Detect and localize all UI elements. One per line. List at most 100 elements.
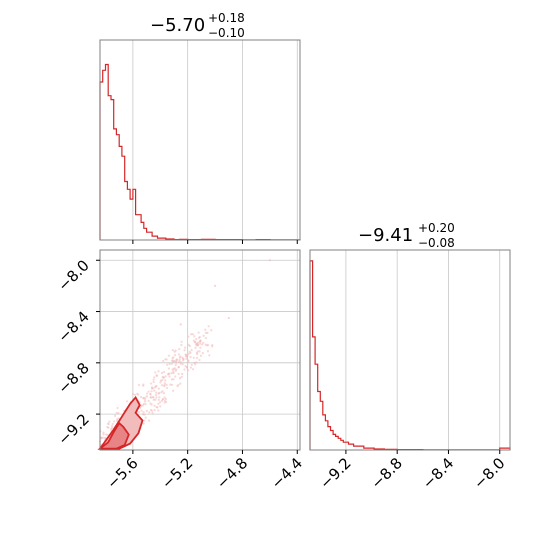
scatter-point — [170, 383, 174, 386]
scatter-point — [155, 391, 158, 394]
scatter-point — [204, 336, 207, 340]
scatter-point — [195, 337, 198, 341]
scatter-point — [185, 357, 188, 360]
scatter-point — [197, 336, 201, 339]
scatter-point — [187, 335, 190, 338]
scatter-point — [139, 406, 142, 409]
scatter-point — [117, 417, 120, 420]
scatter-point — [191, 368, 195, 371]
scatter-point — [171, 357, 174, 360]
scatter-point — [190, 363, 193, 366]
scatter-point — [145, 409, 149, 413]
p2-title-plus: +0.20 — [418, 221, 455, 235]
scatter-point — [158, 391, 161, 395]
scatter-point — [180, 340, 183, 343]
top-panel-frame — [99, 39, 301, 241]
scatter-point — [164, 397, 167, 400]
scatter-point — [178, 377, 182, 380]
scatter-point — [192, 356, 195, 359]
scatter-point — [150, 386, 154, 389]
scatter-point — [177, 353, 181, 356]
scatter-point — [154, 371, 157, 374]
scatter-point — [160, 399, 163, 403]
scatter-point — [199, 340, 202, 343]
scatter-point — [206, 350, 210, 353]
scatter-point — [142, 422, 145, 425]
scatter-point — [177, 383, 180, 387]
scatter-point — [199, 342, 202, 345]
scatter-point — [170, 372, 173, 375]
scatter-point — [107, 426, 110, 429]
scatter-point — [154, 385, 157, 388]
scatter-point — [204, 331, 208, 334]
scatter-point — [162, 376, 165, 380]
scatter-point — [184, 365, 187, 368]
scatter-point — [165, 400, 168, 404]
scatter-point — [144, 402, 147, 406]
scatter-point — [166, 373, 170, 376]
hist-p1 — [99, 63, 301, 241]
scatter-point — [108, 420, 111, 423]
scatter-point — [162, 359, 165, 363]
scatter-point — [157, 402, 160, 405]
joint-ytick-label-2: −8.4 — [54, 308, 92, 346]
scatter-point — [153, 409, 156, 412]
scatter-point — [170, 359, 174, 362]
scatter-point — [140, 409, 143, 412]
scatter-point — [152, 398, 155, 401]
scatter-point — [149, 402, 152, 405]
scatter-point — [163, 396, 166, 399]
scatter-point — [183, 346, 187, 349]
joint-ytick-label-0: −9.2 — [54, 410, 92, 448]
scatter-point — [163, 370, 166, 374]
scatter-point — [132, 392, 135, 396]
scatter-point — [179, 323, 182, 326]
scatter-point — [164, 379, 167, 382]
scatter-point — [185, 366, 189, 369]
right-xtick-label-3: −8.0 — [470, 454, 508, 492]
scatter-point — [179, 355, 182, 358]
scatter-point — [115, 411, 118, 415]
scatter-point — [110, 425, 114, 428]
scatter-point — [152, 380, 155, 384]
scatter-point — [179, 362, 182, 365]
scatter-point — [194, 346, 197, 349]
scatter-point — [181, 372, 184, 376]
scatter-point — [174, 369, 177, 372]
scatter-point — [167, 354, 171, 357]
scatter-point — [191, 333, 194, 336]
right-xtick-label-2: −8.4 — [419, 454, 457, 492]
scatter-point — [149, 408, 152, 412]
scatter-point — [199, 346, 202, 349]
scatter-point — [147, 419, 151, 422]
scatter-point — [198, 358, 201, 362]
scatter-point — [197, 331, 200, 334]
scatter-point — [157, 370, 160, 373]
scatter-point — [186, 369, 190, 372]
scatter-point — [142, 383, 145, 386]
scatter-point — [190, 333, 193, 336]
scatter-point — [116, 406, 119, 410]
scatter-point — [170, 378, 174, 381]
joint-xtick-label-3: −4.4 — [268, 454, 306, 492]
scatter-point — [180, 375, 183, 378]
scatter-point — [170, 362, 173, 365]
scatter-point — [201, 352, 204, 355]
p2-title-minus: −0.08 — [418, 236, 455, 250]
scatter-point — [190, 349, 193, 352]
scatter-point — [154, 393, 157, 397]
scatter-point — [137, 383, 140, 387]
scatter-point — [117, 412, 120, 415]
p1-title-plus: +0.18 — [208, 11, 245, 25]
scatter-point — [168, 375, 171, 378]
scatter-point — [207, 325, 210, 328]
scatter-point — [158, 396, 161, 399]
scatter-point — [142, 404, 145, 407]
scatter-point — [183, 349, 186, 352]
scatter-point — [150, 390, 153, 393]
scatter-point — [159, 379, 163, 382]
scatter-point — [199, 354, 203, 357]
scatter-point — [142, 411, 145, 414]
scatter-point — [147, 390, 150, 393]
scatter-point — [183, 368, 186, 371]
